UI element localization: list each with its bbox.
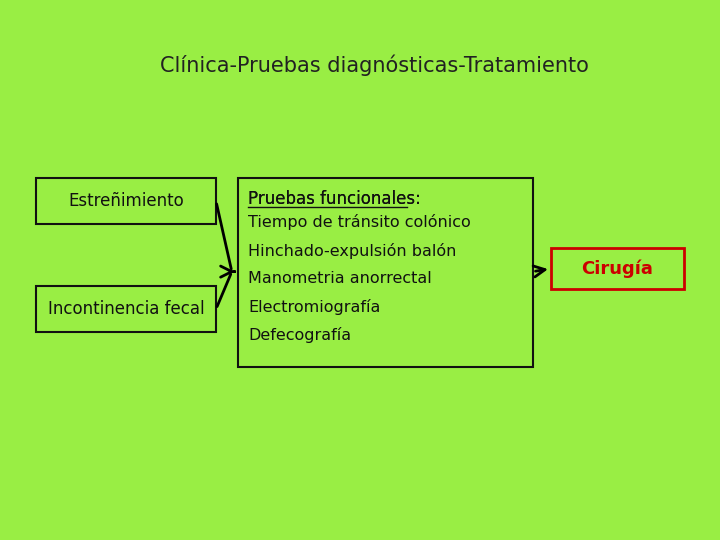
Text: Clínica-Pruebas diagnósticas-Tratamiento: Clínica-Pruebas diagnósticas-Tratamiento: [160, 54, 589, 76]
FancyBboxPatch shape: [36, 286, 216, 332]
FancyBboxPatch shape: [551, 248, 684, 289]
Text: Estreñimiento: Estreñimiento: [68, 192, 184, 210]
Text: Pruebas funcionales:: Pruebas funcionales:: [248, 190, 421, 208]
Text: Pruebas funcionales:: Pruebas funcionales:: [248, 190, 421, 208]
Text: Tiempo de tránsito colónico: Tiempo de tránsito colónico: [248, 214, 471, 231]
Text: Incontinencia fecal: Incontinencia fecal: [48, 300, 204, 318]
Text: Hinchado-expulsión balón: Hinchado-expulsión balón: [248, 242, 456, 259]
FancyBboxPatch shape: [36, 178, 216, 224]
Text: Cirugía: Cirugía: [582, 259, 653, 278]
Text: Defecografía: Defecografía: [248, 327, 351, 343]
FancyBboxPatch shape: [238, 178, 533, 367]
Text: Manometria anorrectal: Manometria anorrectal: [248, 271, 432, 286]
Text: Electromiografía: Electromiografía: [248, 299, 381, 315]
